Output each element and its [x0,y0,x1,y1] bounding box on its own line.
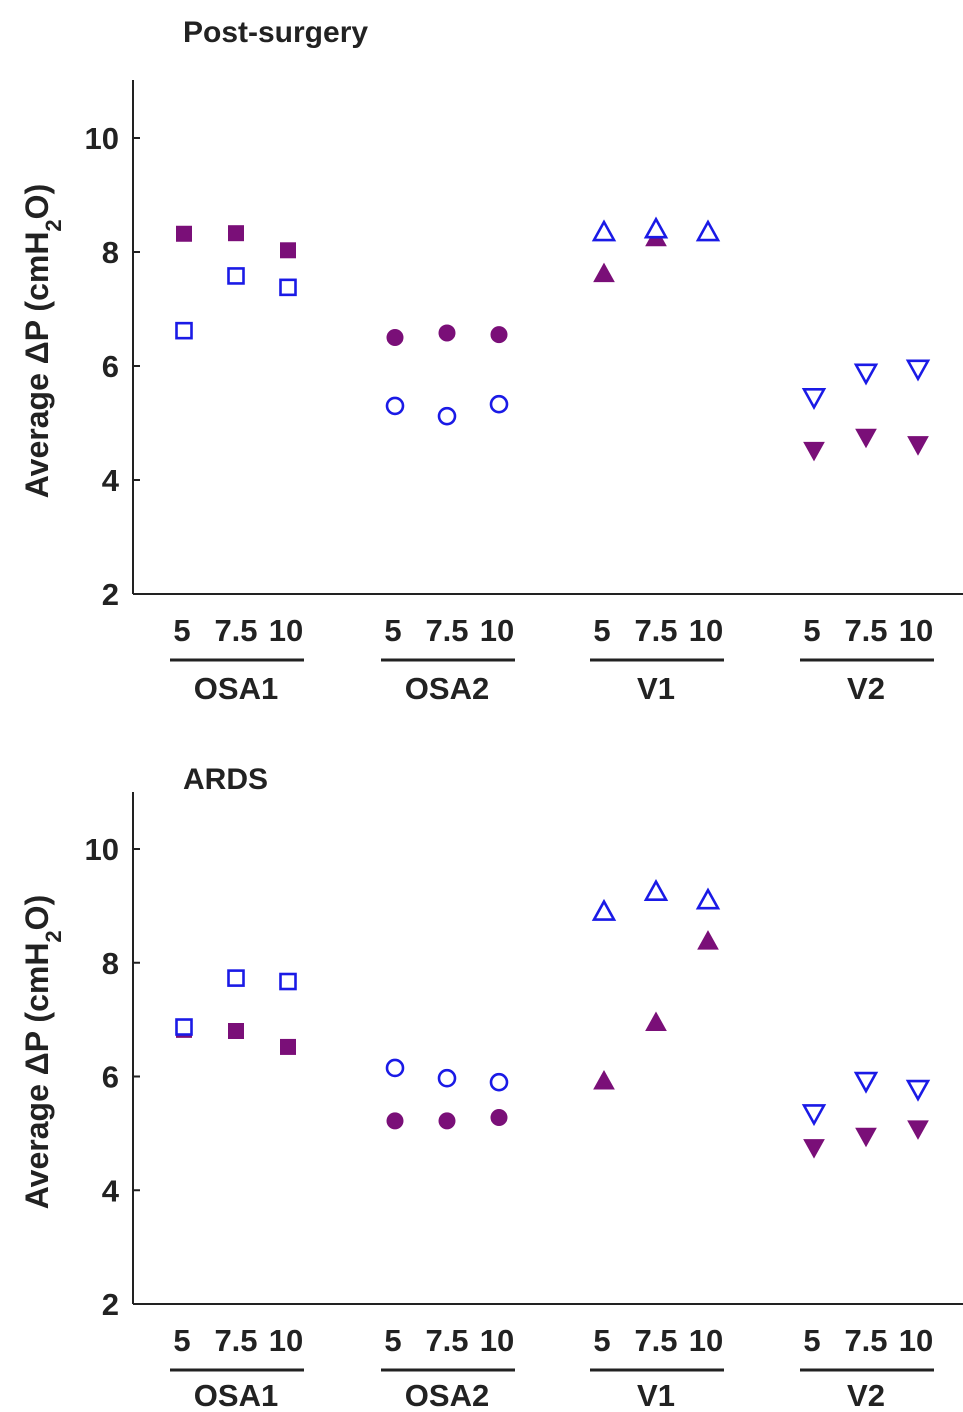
data-point-open [905,359,931,382]
chart-title: Post-surgery [183,16,368,49]
x-tick-label: 7.5 [634,613,677,648]
x-tick-label: 10 [269,613,303,648]
group-label: V2 [847,671,885,706]
y-tick-label: 10 [85,121,119,156]
y-tick-label: 2 [102,1287,119,1322]
x-tick-label: 10 [899,613,933,648]
data-point-open [853,1071,879,1094]
data-point-open [175,321,193,340]
x-tick-label: 7.5 [425,1323,468,1358]
y-tick-label: 10 [85,832,119,867]
data-point-open [643,878,669,901]
data-point-filled [280,1038,296,1055]
data-point-open [385,1058,405,1078]
group-label: V1 [637,1378,675,1412]
data-point-filled [645,1011,667,1031]
data-point-filled [228,225,244,242]
y-axis-label: Average ΔP (cmH2O) [19,184,66,498]
data-point-open [437,1068,457,1088]
data-point-filled [228,1023,244,1039]
data-point-filled [855,428,877,449]
data-point-open [801,1104,827,1127]
data-point-open [437,406,457,426]
data-point-filled [803,441,825,462]
x-tick-label: 10 [689,613,723,648]
panel-post-surgery: Post-surgery 2 4 6 8 10 Average ΔP (cmH2O) 5 7.5… [19,16,963,706]
y-tick-label: 6 [102,1060,119,1095]
x-tick-label: 7.5 [214,613,257,648]
data-point-filled [490,326,508,344]
x-tick-label: 7.5 [844,613,887,648]
group-label: OSA2 [405,671,489,706]
group-label: OSA2 [405,1378,489,1412]
data-point-filled [697,930,719,950]
data-point-open [643,216,669,239]
y-tick-label: 2 [102,577,119,612]
y-tick-label: 8 [102,946,119,981]
x-tick-label: 10 [899,1323,933,1358]
data-point-open [227,969,245,987]
x-tick-label: 10 [689,1323,723,1358]
x-tick-label: 5 [173,1323,190,1358]
data-point-filled [803,1139,825,1159]
y-tick-label: 6 [102,349,119,384]
data-point-filled [280,242,296,259]
data-point-filled [593,1070,615,1090]
data-point-open [853,363,879,386]
data-point-open [591,898,617,921]
data-point-open [489,394,509,414]
data-point-open [695,219,721,242]
data-point-open [175,1018,193,1036]
x-tick-label: 5 [803,613,820,648]
x-tick-label: 10 [480,613,514,648]
y-tick-label: 4 [102,463,120,498]
data-point-open [695,887,721,910]
group-label: OSA1 [194,1378,278,1412]
data-point-open [227,267,245,285]
chart-title: ARDS [183,763,268,796]
data-point-filled [438,324,456,342]
group-label: OSA1 [194,671,278,706]
y-tick-label: 8 [102,235,119,270]
x-tick-label: 5 [593,613,610,648]
data-point-filled [855,1127,877,1148]
data-point-filled [593,262,615,283]
x-tick-label: 5 [803,1323,820,1358]
x-tick-label: 10 [480,1323,514,1358]
y-tick-label: 4 [102,1173,120,1208]
data-point-open [801,388,827,411]
x-tick-label: 7.5 [214,1323,257,1358]
x-tick-label: 5 [384,1323,401,1358]
data-point-open [905,1079,931,1102]
data-point-open [279,972,297,991]
x-tick-label: 5 [593,1323,610,1358]
data-point-filled [490,1108,508,1126]
data-point-open [279,278,297,297]
y-axis-label: Average ΔP (cmH2O) [19,895,66,1209]
x-tick-label: 7.5 [425,613,468,648]
data-point-filled [386,1112,404,1130]
data-point-open [385,396,405,416]
data-point-filled [176,225,192,242]
data-point-filled [386,329,404,346]
data-point-open [591,219,617,242]
x-tick-label: 5 [384,613,401,648]
x-tick-label: 5 [173,613,190,648]
data-point-filled [438,1112,456,1130]
data-point-open [489,1072,509,1092]
x-tick-label: 7.5 [634,1323,677,1358]
group-label: V1 [637,671,675,706]
data-point-filled [907,1120,929,1140]
x-tick-label: 10 [269,1323,303,1358]
data-point-filled [907,436,929,456]
x-tick-label: 7.5 [844,1323,887,1358]
group-label: V2 [847,1378,885,1412]
